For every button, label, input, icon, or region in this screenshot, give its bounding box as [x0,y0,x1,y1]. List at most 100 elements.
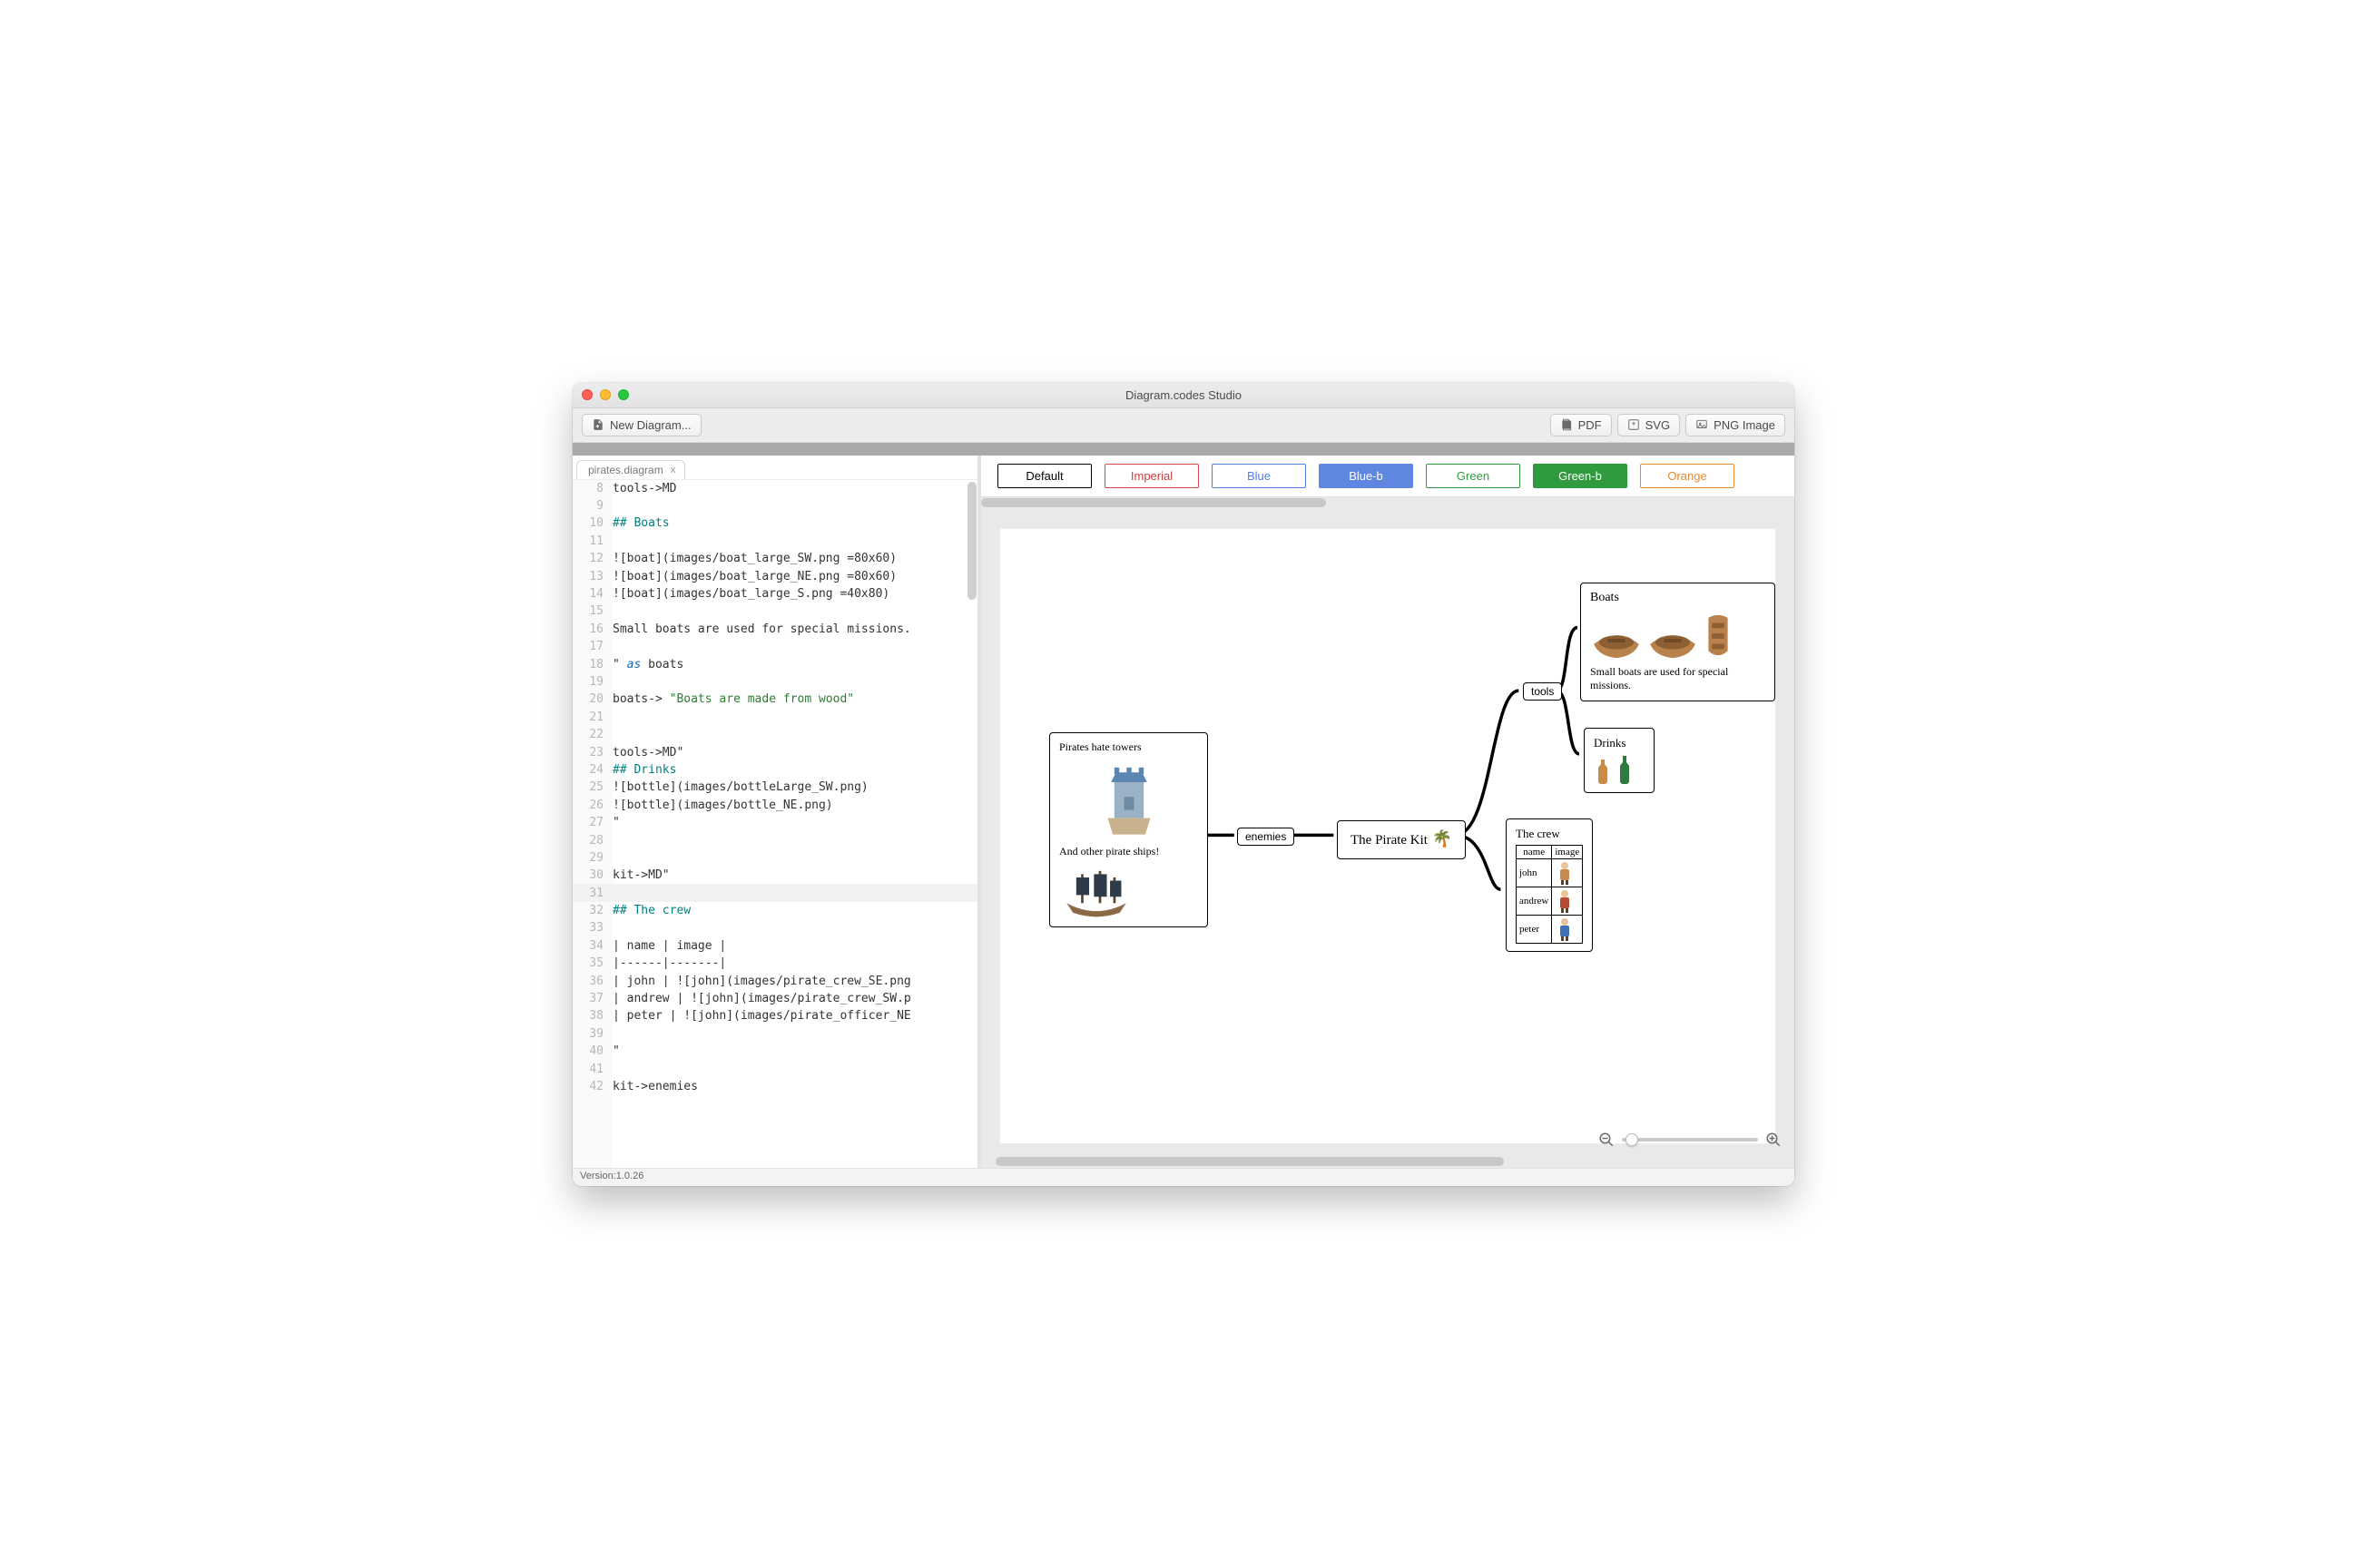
code-line[interactable]: 20boats-> "Boats are made from wood" [573,691,977,708]
export-png-button[interactable]: PNG Image [1685,414,1785,436]
tower-icon [1096,758,1162,839]
code-line[interactable]: 18" as boats [573,655,977,672]
code-text: ![boat](images/boat_large_S.png =40x80) [613,588,889,600]
canvas-scrollbar-thumb[interactable] [996,1157,1504,1166]
zoom-out-button[interactable] [1598,1132,1615,1148]
code-line[interactable]: 30kit->MD" [573,867,977,884]
code-line[interactable]: 10## Boats [573,514,977,532]
code-line[interactable]: 29 [573,849,977,867]
code-line[interactable]: 34| name | image | [573,937,977,955]
node-boats[interactable]: Boats [1580,583,1775,701]
export-svg-label: SVG [1645,418,1670,432]
theme-chip-green[interactable]: Green [1426,464,1520,488]
node-crew[interactable]: The crew nameimagejohnandrewpeter [1506,818,1593,952]
code-line[interactable]: 27" [573,814,977,831]
code-text: kit->MD" [613,869,670,881]
table-row: peter [1517,915,1583,943]
crew-image-cell [1552,915,1583,943]
code-text: | john | ![john](images/pirate_crew_SE.p… [613,975,911,987]
code-line[interactable]: 39 [573,1025,977,1043]
theme-chip-imperial[interactable]: Imperial [1105,464,1199,488]
code-line[interactable]: 36| john | ![john](images/pirate_crew_SE… [573,972,977,989]
code-line[interactable]: 8tools->MD [573,480,977,497]
code-line[interactable]: 16Small boats are used for special missi… [573,621,977,638]
export-svg-button[interactable]: SVG [1617,414,1680,436]
code-line[interactable]: 15 [573,603,977,620]
code-line[interactable]: 24## Drinks [573,761,977,779]
code-text: boats-> "Boats are made from wood" [613,693,854,705]
code-line[interactable]: 28 [573,831,977,848]
png-icon [1695,418,1708,431]
zoom-slider[interactable] [1622,1138,1758,1142]
code-line[interactable]: 41 [573,1060,977,1077]
code-line[interactable]: 19 [573,673,977,691]
code-text: tools->MD [613,483,676,495]
code-line[interactable]: 9 [573,497,977,514]
minimize-window-button[interactable] [600,389,611,400]
new-diagram-label: New Diagram... [610,418,692,432]
code-editor[interactable]: 8tools->MD910## Boats1112![boat](images/… [573,479,977,1168]
line-number: 13 [573,571,613,583]
theme-chip-orange[interactable]: Orange [1640,464,1734,488]
code-line[interactable]: 11 [573,533,977,550]
theme-scrollbar-thumb[interactable] [981,498,1326,507]
close-tab-button[interactable]: x [671,465,676,475]
code-line[interactable]: 33 [573,919,977,936]
editor-scrollbar[interactable] [967,482,977,600]
code-line[interactable]: 38| peter | ![john](images/pirate_office… [573,1007,977,1024]
theme-chip-green-b[interactable]: Green-b [1533,464,1627,488]
zoom-slider-knob[interactable] [1625,1133,1638,1146]
code-line[interactable]: 12![boat](images/boat_large_SW.png =80x6… [573,550,977,567]
theme-chip-blue[interactable]: Blue [1212,464,1306,488]
node-drinks[interactable]: Drinks [1584,728,1655,793]
code-line[interactable]: 17 [573,638,977,655]
diagram-canvas[interactable]: Pirates hate towers And other pirate shi… [999,528,1776,1144]
theme-scrollbar-track[interactable] [981,497,1794,508]
code-line[interactable]: 42kit->enemies [573,1078,977,1095]
node-enemies[interactable]: Pirates hate towers And other pirate shi… [1049,732,1208,927]
edge-label-tools[interactable]: tools [1523,682,1562,701]
theme-chip-blue-b[interactable]: Blue-b [1319,464,1413,488]
code-line[interactable]: 26![bottle](images/bottle_NE.png) [573,797,977,814]
code-text: | andrew | ![john](images/pirate_crew_SW… [613,993,911,1004]
tabstrip: pirates.diagram x [573,456,977,479]
theme-chip-default[interactable]: Default [997,464,1092,488]
code-line[interactable]: 13![boat](images/boat_large_NE.png =80x6… [573,567,977,584]
canvas-wrapper: Pirates hate towers And other pirate shi… [981,508,1794,1155]
editor-tab[interactable]: pirates.diagram x [576,460,685,479]
crew-col-header: name [1517,845,1552,858]
boat-icon [1590,622,1643,660]
code-line[interactable]: 35|------|-------| [573,955,977,972]
canvas-scrollbar-track[interactable] [981,1155,1794,1168]
code-line[interactable]: 40" [573,1043,977,1060]
code-line[interactable]: 37| andrew | ![john](images/pirate_crew_… [573,990,977,1007]
code-line[interactable]: 22 [573,726,977,743]
svg-icon [1627,418,1640,431]
code-text: " [613,1045,620,1057]
close-window-button[interactable] [582,389,593,400]
zoom-window-button[interactable] [618,389,629,400]
code-line[interactable]: 32## The crew [573,902,977,919]
code-line[interactable]: 25![bottle](images/bottleLarge_SW.png) [573,779,977,796]
zoom-in-button[interactable] [1765,1132,1782,1148]
line-number: 35 [573,957,613,969]
line-number: 33 [573,922,613,934]
line-number: 29 [573,852,613,864]
code-line[interactable]: 31 [573,884,977,901]
export-pdf-label: PDF [1578,418,1602,432]
export-pdf-button[interactable]: PDF [1550,414,1612,436]
secondary-bar [573,443,1794,456]
new-diagram-button[interactable]: New Diagram... [582,414,702,436]
node-enemies-subtitle: And other pirate ships! [1059,845,1198,859]
pdf-icon [1560,418,1573,431]
code-text: ![boat](images/boat_large_NE.png =80x60) [613,571,897,583]
crew-image-cell [1552,858,1583,887]
code-line[interactable]: 14![boat](images/boat_large_S.png =40x80… [573,585,977,603]
bottle-icon [1616,754,1634,785]
edge-label-enemies[interactable]: enemies [1237,828,1294,846]
line-number: 17 [573,641,613,652]
code-line[interactable]: 21 [573,709,977,726]
code-line[interactable]: 23tools->MD" [573,743,977,760]
node-pirate-kit[interactable]: The Pirate Kit 🌴 [1337,820,1466,860]
boat-icon [1703,611,1734,660]
